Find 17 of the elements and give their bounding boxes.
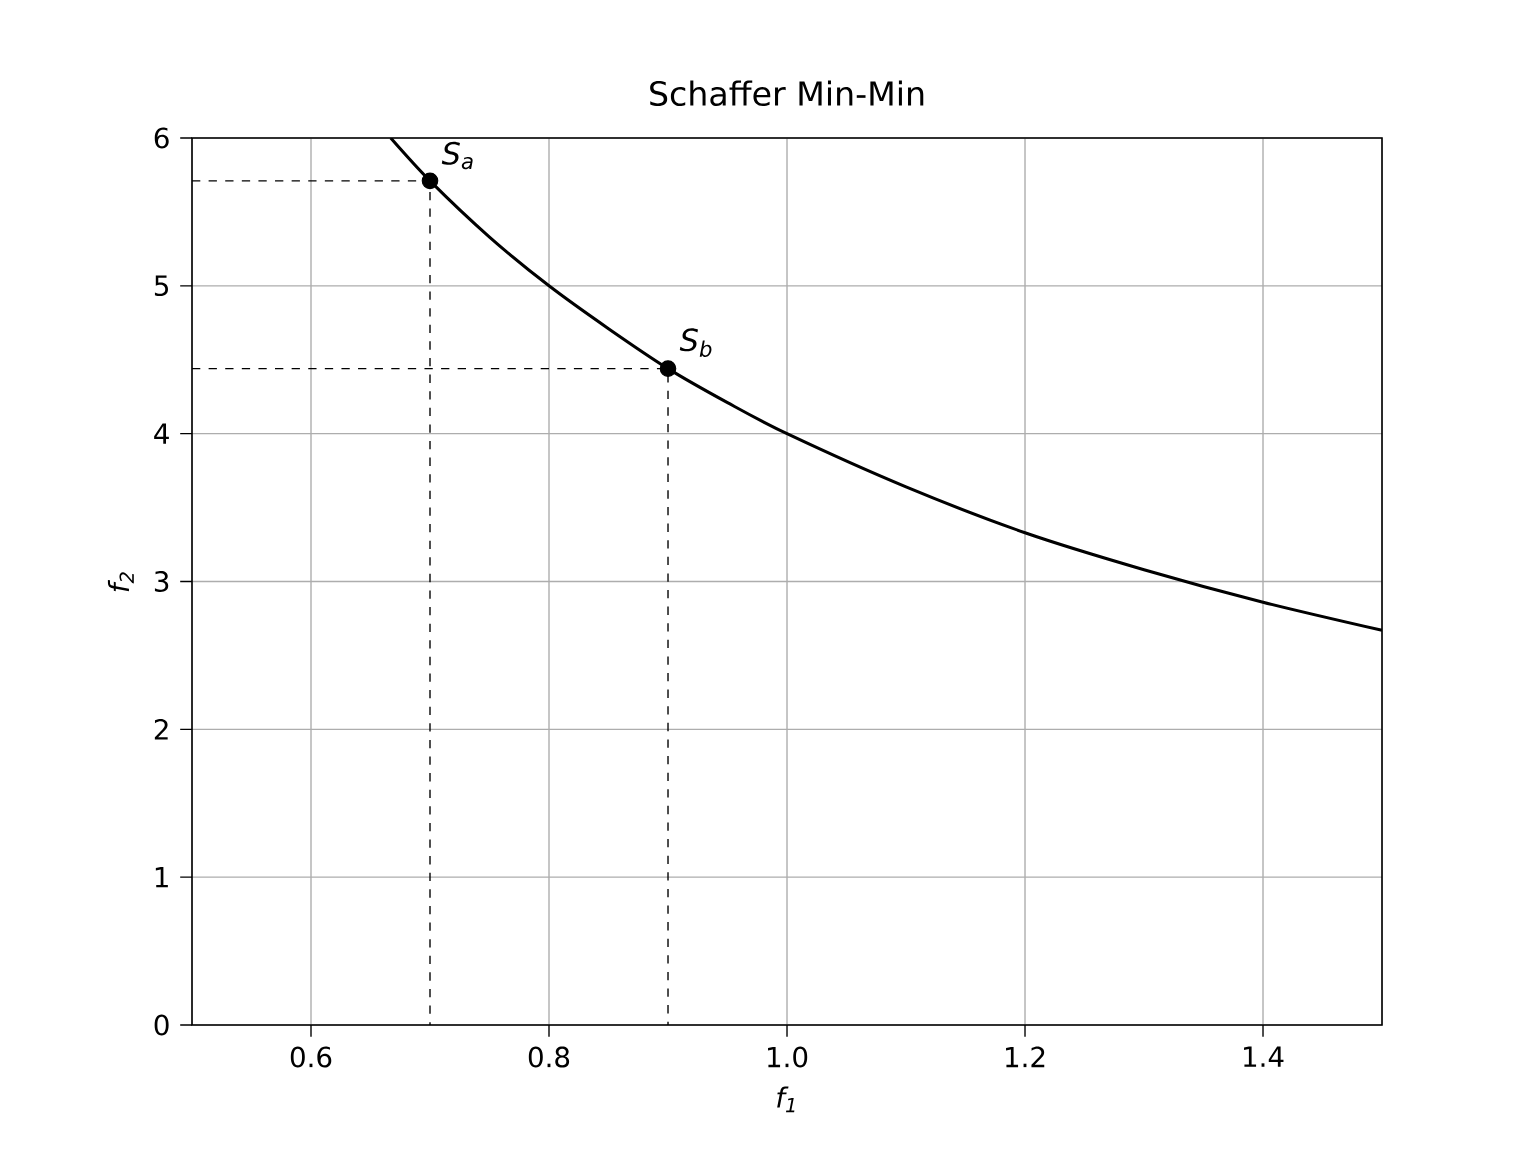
chart-title: Schaffer Min-Min	[650, 80, 924, 107]
y-tick-label: 2	[154, 719, 168, 740]
y-tick-label: 4	[154, 423, 169, 444]
y-tick-label: 3	[154, 571, 169, 592]
x-axis-title: f$_{1}$	[777, 1086, 795, 1113]
x-tick-label: 1.0	[768, 1046, 808, 1068]
annotation: S$_{b}$	[679, 328, 712, 357]
x-tick-label: 0.8	[528, 1046, 570, 1068]
x-tick-label: 0.6	[290, 1046, 332, 1068]
x-tick-label: 1.2	[1006, 1046, 1045, 1068]
y-tick-label: 5	[154, 275, 168, 297]
y-tick-label: 1	[155, 867, 168, 888]
y-axis-title: f$_{2}$	[107, 572, 134, 592]
y-tick-label: 6	[154, 127, 169, 149]
x-tick-label: 1.4	[1244, 1046, 1284, 1067]
y-tick-label: 0	[154, 1014, 169, 1036]
annotation: S$_{a}$	[441, 141, 473, 170]
